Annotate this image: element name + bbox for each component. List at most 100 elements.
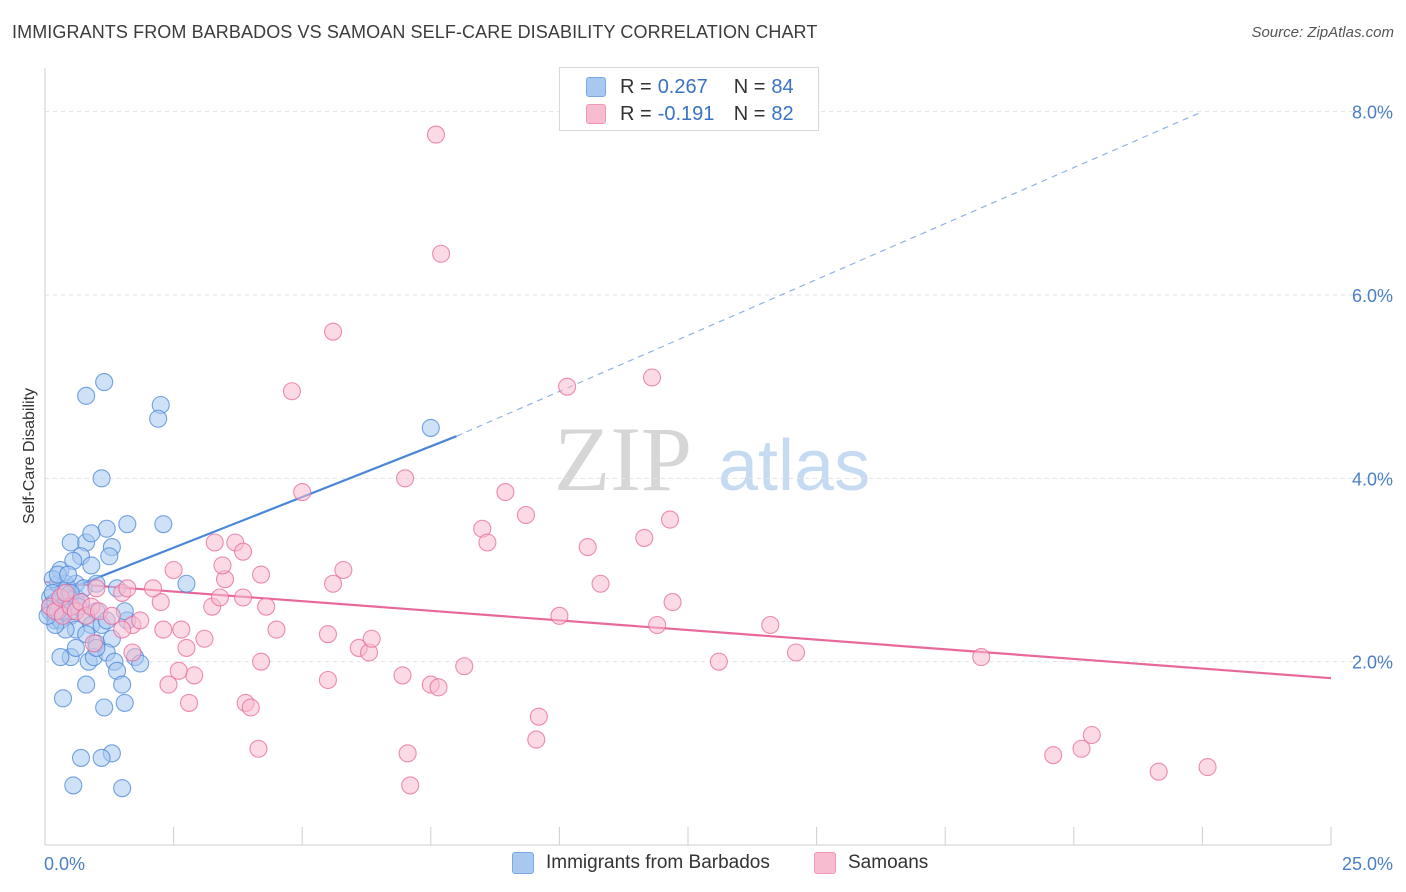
- samoan-point: [529, 707, 548, 726]
- samoan-point: [426, 125, 445, 144]
- samoan-point: [249, 739, 268, 758]
- samoan-point: [118, 579, 137, 598]
- samoan-point: [185, 666, 204, 685]
- legend-row-barbados: R = 0.267 N = 84: [586, 75, 794, 99]
- barbados-point: [113, 675, 132, 694]
- samoan-point: [172, 620, 191, 639]
- barbados-point: [53, 689, 73, 708]
- legend-n-label: N =: [733, 102, 766, 125]
- legend-r-label: R =: [620, 102, 652, 125]
- samoan-point: [393, 666, 412, 685]
- legend-n-label: N =: [733, 75, 766, 98]
- samoan-point: [143, 579, 163, 598]
- barbados-point: [95, 698, 114, 717]
- legend-n-value: 84: [771, 75, 794, 98]
- barbados-point: [421, 418, 440, 437]
- barbados-point: [51, 648, 70, 667]
- legend: R = 0.267 N = 84 R = -0.191 N = 82: [559, 67, 819, 131]
- samoan-point: [241, 698, 260, 717]
- samoan-point: [334, 560, 353, 580]
- samoan-point: [709, 652, 728, 671]
- barbados-point: [66, 638, 85, 657]
- samoan-point: [786, 643, 806, 662]
- barbados-point: [82, 556, 101, 575]
- barbados-point: [82, 524, 101, 543]
- samoan-point: [102, 606, 121, 625]
- samoan-point: [591, 574, 610, 593]
- samoan-point: [527, 730, 546, 749]
- samoan-point: [318, 625, 337, 644]
- samoan-point: [251, 652, 271, 671]
- samoan-point: [1149, 762, 1168, 781]
- samoan-point: [429, 678, 448, 697]
- samoan-point: [282, 382, 301, 401]
- samoan-point: [123, 643, 142, 662]
- bottom-legend-swatch-samoans: [814, 852, 836, 874]
- bottom-legend-barbados: Immigrants from Barbados: [512, 852, 770, 874]
- samoan-point: [578, 538, 597, 557]
- samoan-point: [179, 693, 199, 712]
- samoan-point: [151, 593, 170, 612]
- samoan-point: [660, 510, 680, 529]
- y-tick-label: 4.0%: [1352, 469, 1393, 489]
- legend-r-label: R =: [620, 75, 652, 98]
- samoan-point: [210, 588, 229, 607]
- samoan-point: [478, 533, 497, 552]
- samoan-point: [1072, 739, 1091, 758]
- barbados-point: [59, 565, 78, 584]
- samoan-point: [113, 620, 132, 639]
- barbados-point: [177, 574, 196, 593]
- barbados-point: [97, 519, 116, 538]
- samoan-point: [257, 597, 276, 616]
- samoan-point: [56, 583, 75, 602]
- barbados-point: [92, 469, 111, 488]
- samoan-point: [293, 483, 312, 502]
- bottom-legend-swatch-barbados: [512, 852, 534, 874]
- samoan-point: [267, 620, 286, 639]
- data-points: [38, 125, 1217, 798]
- samoan-point: [496, 483, 515, 502]
- grid: [45, 111, 1392, 663]
- samoan-point: [663, 593, 682, 612]
- legend-swatch-barbados: [586, 77, 606, 97]
- samoan-point: [84, 634, 103, 653]
- bottom-legend-label-barbados: Immigrants from Barbados: [546, 852, 770, 873]
- y-axis-label: Self-Care Disability: [21, 388, 38, 524]
- legend-n-value: 82: [771, 102, 794, 125]
- watermark-zip: ZIP: [554, 408, 692, 510]
- samoan-point: [251, 565, 271, 584]
- samoan-point: [233, 588, 253, 607]
- barbados-point: [77, 675, 96, 694]
- samoan-point: [455, 657, 474, 676]
- barbados-point: [64, 776, 83, 795]
- barbados-point: [95, 373, 114, 392]
- barbados-trend-extension: [456, 111, 1203, 437]
- samoan-point: [362, 629, 381, 648]
- tick-labels: 2.0% 4.0% 6.0% 8.0% 0.0% 25.0%: [44, 103, 1393, 874]
- x-tick-label: 25.0%: [1342, 854, 1393, 874]
- samoan-point: [318, 670, 337, 690]
- samoan-point: [1044, 746, 1063, 765]
- watermark-atlas: atlas: [718, 426, 870, 506]
- barbados-point: [149, 409, 168, 428]
- axes: [44, 68, 1332, 846]
- samoan-point: [396, 469, 415, 488]
- barbados-point: [118, 515, 137, 534]
- samoan-point: [432, 244, 451, 263]
- y-tick-label: 8.0%: [1352, 103, 1393, 123]
- samoan-point: [1082, 725, 1101, 745]
- samoan-point: [154, 620, 173, 639]
- chart-title: IMMIGRANTS FROM BARBADOS VS SAMOAN SELF-…: [12, 22, 818, 42]
- barbados-point: [154, 515, 173, 534]
- samoan-point: [131, 611, 150, 630]
- samoan-point: [1198, 758, 1217, 777]
- samoan-point: [558, 377, 577, 396]
- samoan-point: [324, 574, 343, 593]
- trend-lines: [44, 111, 1332, 680]
- source-credit: Source: ZipAtlas.com: [1251, 24, 1394, 41]
- samoan-point: [642, 368, 662, 387]
- y-tick-label: 2.0%: [1352, 653, 1393, 673]
- samoan-point: [635, 528, 654, 547]
- samoan-point: [169, 661, 188, 680]
